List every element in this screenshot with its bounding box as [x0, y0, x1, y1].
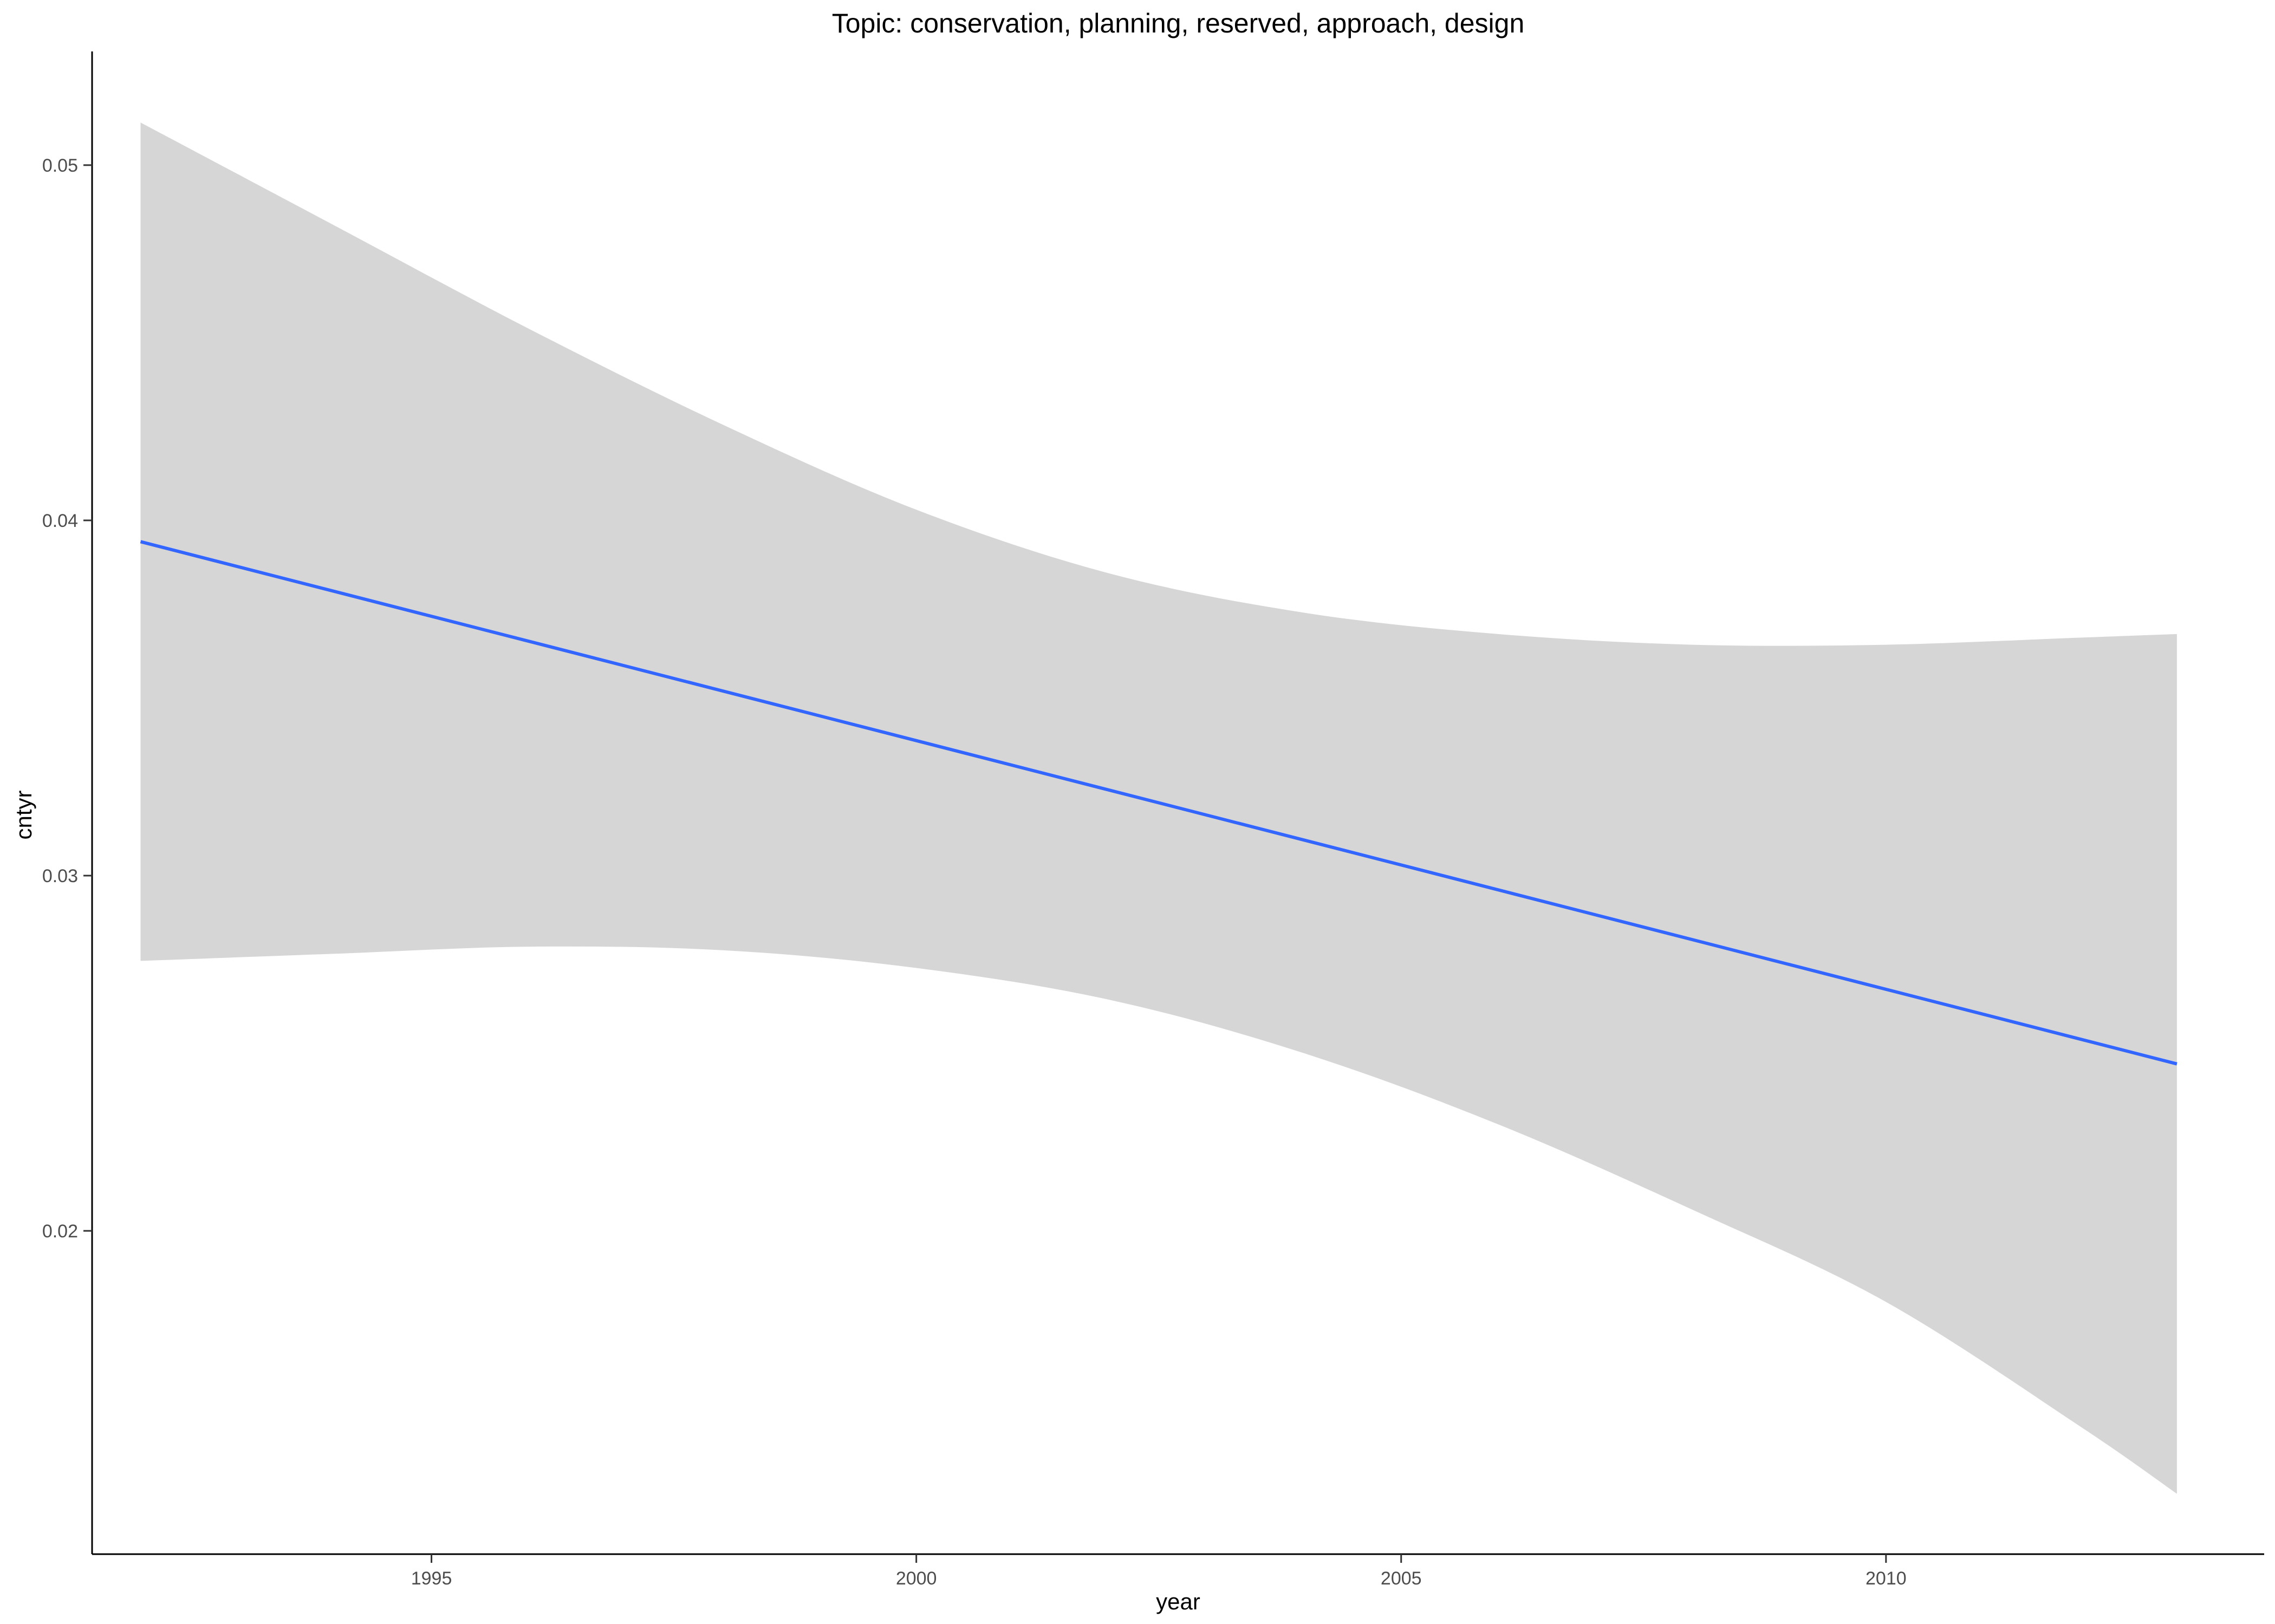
x-tick-label: 2000	[896, 1568, 937, 1589]
x-tick-label: 2010	[1865, 1568, 1907, 1589]
axes	[91, 51, 2264, 1555]
chart-title: Topic: conservation, planning, reserved,…	[832, 8, 1525, 38]
y-axis-title: cntyr	[11, 790, 36, 839]
x-axis-title: year	[1156, 1589, 1200, 1614]
y-tick-label: 0.02	[42, 1221, 78, 1242]
y-tick-label: 0.03	[42, 866, 78, 886]
x-tick-label: 2005	[1381, 1568, 1422, 1589]
confidence-band-layer	[140, 122, 2177, 1494]
y-ticks: 0.02 0.03 0.04 0.05	[42, 155, 92, 1242]
series-line-layer	[140, 540, 2178, 1066]
x-tick-label: 1995	[411, 1568, 452, 1589]
y-tick-label: 0.05	[42, 155, 78, 176]
series-line	[140, 540, 2178, 1066]
y-tick-label: 0.04	[42, 511, 78, 531]
confidence-band	[140, 122, 2177, 1494]
x-ticks: 1995 2000 2005 2010	[411, 1554, 1907, 1589]
